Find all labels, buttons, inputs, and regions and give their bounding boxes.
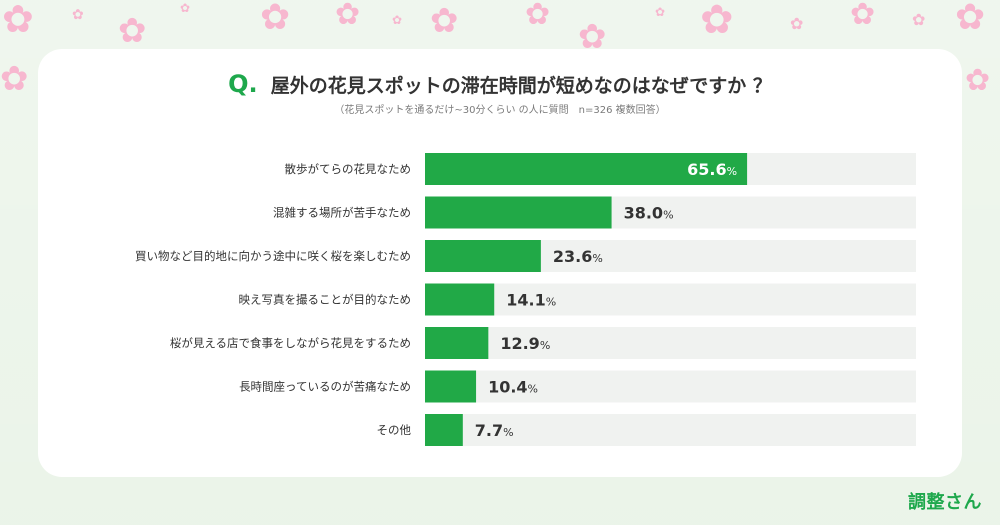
blossom-icon: ✿ [912,10,926,29]
bar [425,153,748,185]
bar-track [425,327,916,359]
chart-title: 屋外の花見スポットの滞在時間が短めなのはなぜですか ？ [270,74,772,97]
blossom-icon: ✿ [965,63,991,98]
category-label: 長時間座っているのが苦痛なため [239,380,411,394]
blossom-icon: ✿ [655,5,666,19]
brand-logo: 調整さん [908,492,982,513]
blossom-icon: ✿ [578,17,607,57]
category-label: その他 [377,423,412,437]
blossom-icon: ✿ [260,0,291,38]
category-label: 買い物など目的地に向かう途中に咲く桜を楽しむため [135,249,411,263]
blossom-icon: ✿ [392,13,403,27]
category-label: 桜が見える店で食事をしながら花見をするため [170,336,411,350]
bar [425,414,463,446]
bar-track [425,414,916,446]
blossom-icon: ✿ [850,0,876,32]
value-label: 12.9% [500,334,550,353]
value-label: 65.6% [687,160,737,179]
category-label: 映え写真を撮ることが目的なため [239,293,412,307]
value-label: 14.1% [506,291,556,310]
bar-track [425,283,916,316]
blossom-icon: ✿ [700,0,734,43]
value-label: 38.0% [624,204,674,223]
question-title: Q. 屋外の花見スポットの滞在時間が短めなのはなぜですか ？ [0,70,1000,100]
bar [425,283,495,316]
blossom-icon: ✿ [2,0,34,41]
value-label: 7.7% [475,421,514,440]
blossom-icon: ✿ [790,14,804,33]
blossom-icon: ✿ [525,0,551,32]
bar [425,327,489,359]
bar [425,370,477,403]
value-label: 10.4% [488,378,538,397]
value-label: 23.6% [553,247,603,266]
category-label: 混雑する場所が苦手なため [273,206,411,220]
blossom-icon: ✿ [955,0,986,38]
blossom-icon: ✿ [430,1,459,41]
bar [425,196,612,229]
chart-subtitle: （花見スポットを通るだけ~30分くらい の人に質問 n=326 複数回答） [334,105,666,116]
bar [425,240,541,272]
bar-track [425,370,916,403]
blossom-icon: ✿ [180,1,191,15]
question-mark-label: Q. [228,70,258,98]
category-label: 散歩がてらの花見なため [285,162,412,176]
blossom-icon: ✿ [335,0,361,32]
blossom-icon: ✿ [72,7,84,23]
blossom-icon: ✿ [118,11,147,51]
blossom-icon: ✿ [0,59,29,99]
